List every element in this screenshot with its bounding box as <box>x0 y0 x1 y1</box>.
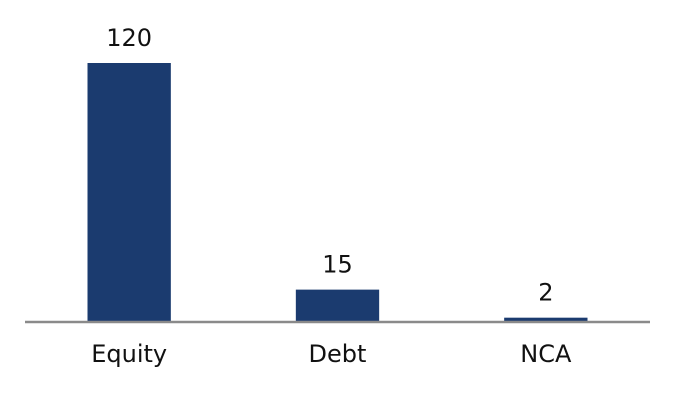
x-tick-label: NCA <box>520 340 572 368</box>
value-label: 120 <box>106 24 152 52</box>
x-tick-label: Debt <box>309 340 367 368</box>
bar <box>295 289 380 322</box>
value-label: 2 <box>538 279 553 307</box>
x-tick-label: Equity <box>91 340 167 368</box>
bar <box>87 63 171 322</box>
bar <box>504 317 588 322</box>
value-label: 15 <box>322 251 353 279</box>
